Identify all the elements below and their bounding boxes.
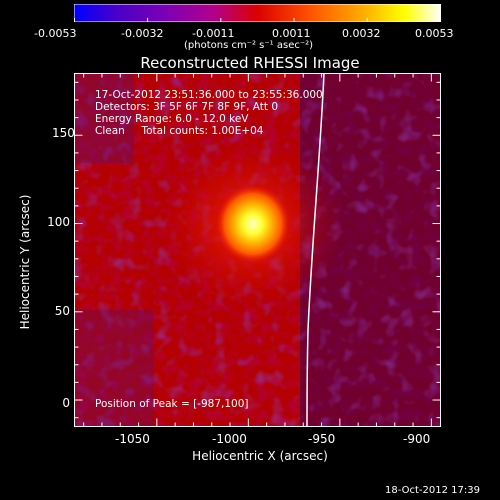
- info-line-energy: Energy Range: 6.0 - 12.0 keV: [95, 113, 249, 125]
- y-tick-marks: [74, 81, 441, 419]
- colorbar: [74, 4, 441, 22]
- image-title: Reconstructed RHESSI Image: [140, 54, 360, 72]
- colorbar-tick-label: -0.0011: [192, 27, 235, 40]
- x-tick-label: -900: [403, 432, 431, 446]
- peak-position-text: Position of Peak = [-987,100]: [95, 398, 249, 410]
- y-axis-label: Heliocentric Y (arcsec): [18, 194, 32, 330]
- colorbar-units: (photons cm⁻² s⁻¹ asec⁻²): [184, 40, 314, 51]
- y-tick-label: 100: [47, 215, 70, 229]
- colorbar-tick-label: -0.0053: [34, 27, 77, 40]
- plot-frame: [74, 73, 441, 427]
- footer-timestamp: 18-Oct-2012 17:39: [385, 485, 480, 496]
- colorbar-tick-label: 0.0011: [272, 27, 311, 40]
- x-tick-marks: [83, 73, 432, 427]
- colorbar-tick-label: -0.0032: [121, 27, 164, 40]
- info-line-clean: Clean Total counts: 1.00E+04: [95, 125, 264, 137]
- solar-limb: [306, 73, 325, 427]
- x-tick-label: -1050: [115, 432, 150, 446]
- x-tick-label: -1000: [212, 432, 247, 446]
- colorbar-tick-label: 0.0053: [415, 27, 454, 40]
- y-tick-label: 150: [52, 126, 75, 140]
- x-tick-label: -950: [308, 432, 336, 446]
- y-tick-label: 0: [62, 396, 70, 410]
- info-line-time: 17-Oct-2012 23:51:36.000 to 23:55:36.000: [95, 89, 323, 101]
- y-tick-label: 50: [54, 304, 70, 318]
- x-axis-label: Heliocentric X (arcsec): [192, 449, 328, 463]
- rhessi-image: [74, 73, 441, 427]
- info-line-detectors: Detectors: 3F 5F 6F 7F 8F 9F, Att 0: [95, 101, 279, 113]
- colorbar-tick-label: 0.0032: [342, 27, 381, 40]
- colorbar-gradient: [74, 4, 441, 22]
